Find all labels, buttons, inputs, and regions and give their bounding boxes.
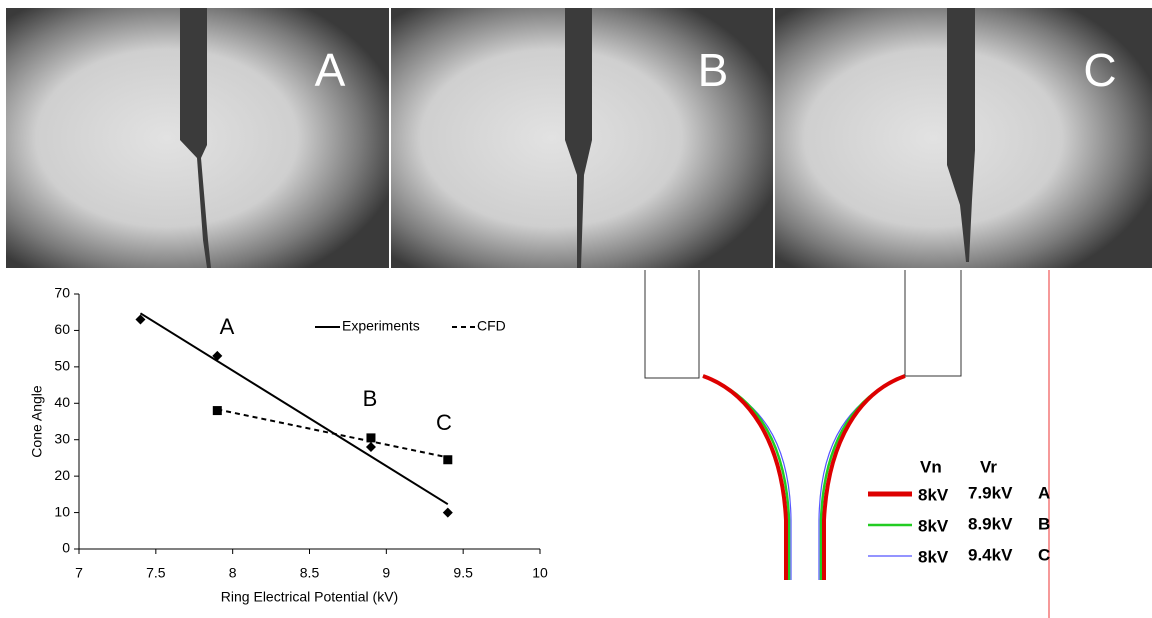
y-axis-title: Cone Angle xyxy=(29,385,45,458)
x-tick-label: 9.5 xyxy=(453,565,473,581)
point xyxy=(135,314,146,325)
y-tick-label: 70 xyxy=(54,285,70,301)
panel-label: A xyxy=(315,44,346,96)
vr-label: 8.9kV xyxy=(968,514,1013,533)
vr-label: 9.4kV xyxy=(968,545,1013,564)
row-label: C xyxy=(1038,545,1050,564)
point xyxy=(212,406,222,416)
diagram-legend: Vn Vr xyxy=(920,457,997,476)
legend-header: Vr xyxy=(980,457,997,476)
nozzle xyxy=(904,270,962,377)
annotation: A xyxy=(220,314,235,339)
profile-b xyxy=(702,374,906,580)
x-axis-title: Ring Electrical Potential (kV) xyxy=(221,589,398,605)
x-tick-label: 7.5 xyxy=(146,565,166,581)
legend-label: Experiments xyxy=(342,318,420,334)
trend-line xyxy=(217,408,449,459)
panel-label: C xyxy=(1083,44,1116,96)
needle xyxy=(180,8,211,268)
x-tick-label: 7 xyxy=(75,565,83,581)
y-tick-label: 50 xyxy=(54,358,70,374)
point xyxy=(366,433,376,443)
legend-header: Vn xyxy=(920,457,942,476)
profile-a xyxy=(702,374,906,580)
trend-line xyxy=(139,312,449,506)
vn-label: 8kV xyxy=(918,485,949,504)
legend-label: CFD xyxy=(477,318,506,334)
point xyxy=(365,442,376,452)
point xyxy=(212,350,223,361)
y-tick-label: 30 xyxy=(54,430,70,446)
photo-a: A xyxy=(6,8,389,268)
row-label: B xyxy=(1038,514,1050,533)
vn-label: 8kV xyxy=(918,516,949,535)
y-tick-label: 20 xyxy=(54,467,70,483)
x-tick-label: 9 xyxy=(382,565,390,581)
y-tick-label: 40 xyxy=(54,394,70,410)
profile-c xyxy=(702,375,906,580)
photo-b: B xyxy=(391,8,773,268)
annotation: B xyxy=(363,386,378,411)
needle xyxy=(565,8,592,268)
point xyxy=(442,507,453,518)
vr-label: 7.9kV xyxy=(968,483,1013,502)
annotation: C xyxy=(436,410,452,435)
row-label: A xyxy=(1038,483,1050,502)
needle xyxy=(947,8,975,262)
y-tick-label: 10 xyxy=(54,503,70,519)
cfd-diagram xyxy=(644,270,1050,618)
vn-label: 8kV xyxy=(918,547,949,566)
x-tick-label: 8.5 xyxy=(300,565,320,581)
photo-c: C xyxy=(775,8,1152,268)
x-tick-label: 10 xyxy=(532,565,548,581)
point xyxy=(443,455,453,465)
y-tick-label: 0 xyxy=(62,540,70,556)
panel-label: B xyxy=(698,44,729,96)
nozzle xyxy=(644,270,700,379)
x-tick-label: 8 xyxy=(229,565,237,581)
y-tick-label: 60 xyxy=(54,321,70,337)
